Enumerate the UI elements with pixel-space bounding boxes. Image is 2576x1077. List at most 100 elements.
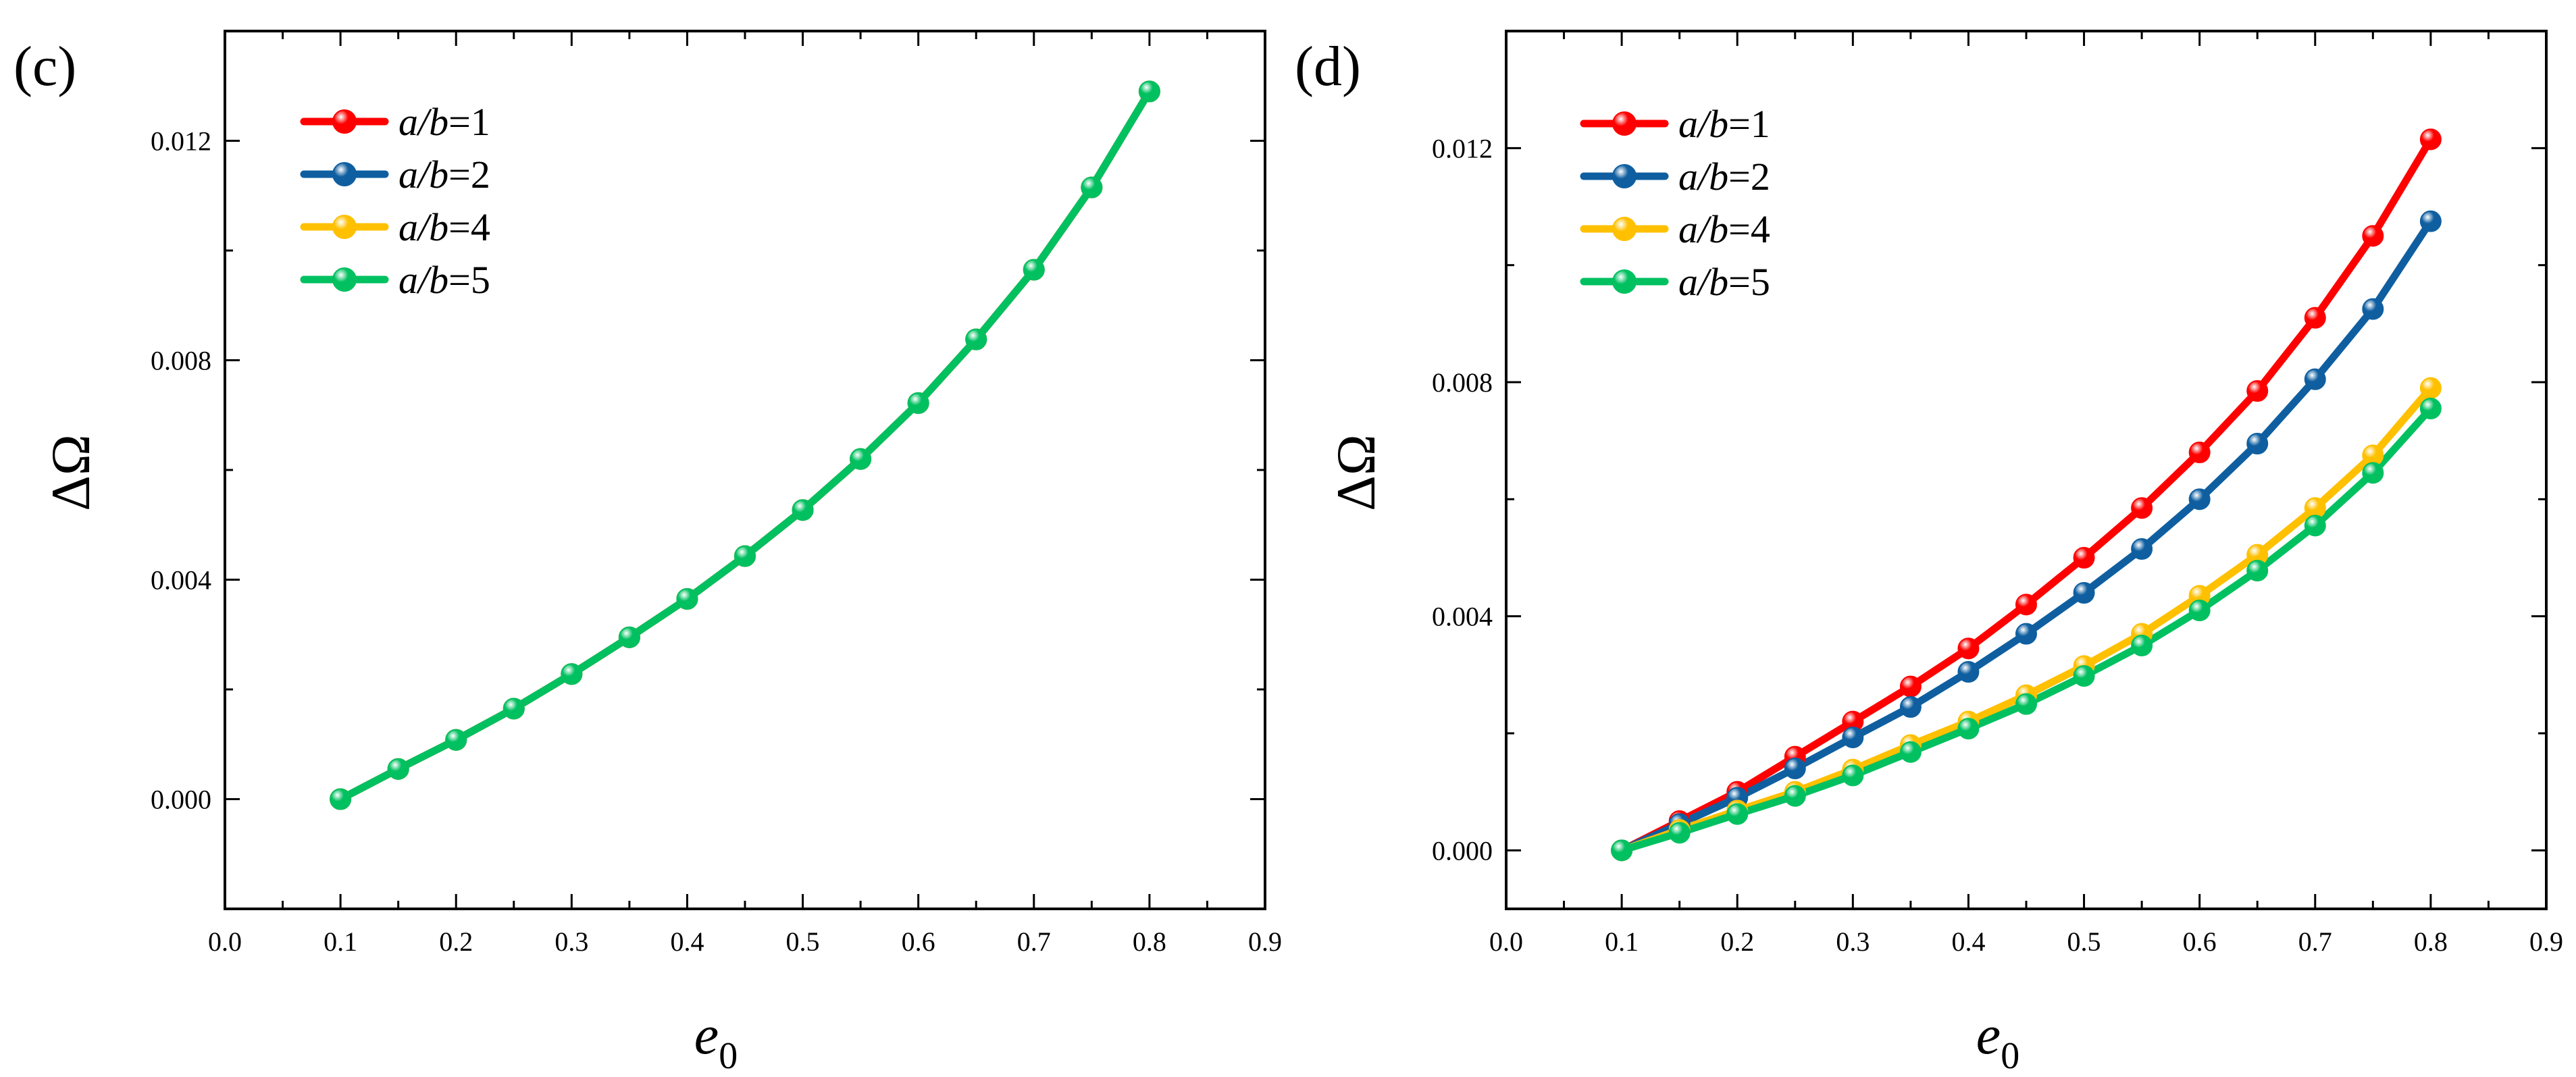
panel-label: (c): [14, 35, 76, 98]
data-point: [2419, 210, 2442, 232]
data-point: [2246, 433, 2269, 454]
x-tick-label: 0.1: [1605, 926, 1639, 957]
data-point: [561, 663, 583, 685]
series-line-a-b-5: [336, 87, 1154, 803]
y-tick-label: 0.012: [151, 126, 211, 157]
x-tick-label: 0.2: [1720, 926, 1754, 957]
data-point: [2188, 600, 2211, 621]
legend-label-suffix: =1: [1728, 102, 1770, 146]
data-point: [1611, 839, 1633, 862]
legend: a/b=1a/b=2a/b=4a/b=5: [300, 100, 490, 302]
data-point: [2131, 538, 2153, 560]
legend-label: a/b=5: [1678, 260, 1770, 304]
legend-marker: [332, 215, 357, 239]
legend-label: a/b=2: [1678, 155, 1770, 199]
data-point: [2246, 380, 2269, 402]
panel-d: (d) 0.0 0.1 0.2 0.3 0.4 0.5 0.6 0.7 0.8 0.90.0000…: [1295, 30, 2563, 1077]
data-point: [618, 626, 640, 648]
legend-label: a/b=5: [398, 258, 490, 302]
legend-label-suffix: =1: [448, 100, 490, 144]
data-point: [2015, 693, 2037, 715]
data-point: [792, 499, 814, 521]
x-tick-label: 0.7: [2298, 926, 2332, 957]
x-tick-label: 0.0: [1489, 926, 1523, 957]
data-point: [1784, 785, 1806, 807]
x-tick-label: 0.3: [1836, 926, 1870, 957]
data-point: [1668, 822, 1691, 844]
legend-label-prefix: a/b: [398, 100, 448, 144]
data-point: [1023, 259, 1045, 281]
legend-marker: [1612, 269, 1637, 294]
x-axis-title-subscript: 0: [2001, 1035, 2019, 1077]
x-axis-title-subscript: 0: [719, 1035, 738, 1077]
data-point: [850, 448, 872, 470]
legend-marker: [332, 162, 357, 186]
data-point: [2419, 398, 2442, 419]
legend-marker: [332, 109, 357, 134]
x-tick-label: 0.4: [1951, 926, 1985, 957]
x-tick-label: 0.9: [1248, 926, 1282, 957]
legend-label: a/b=2: [398, 153, 490, 196]
data-point: [1957, 661, 1980, 683]
x-axis-title: e0: [1976, 1004, 2019, 1077]
series-line-a-b-2: [336, 87, 1154, 803]
legend-label-prefix: a/b: [1678, 207, 1728, 251]
x-tick-label: 0.0: [208, 926, 242, 957]
data-point: [1957, 637, 1980, 660]
data-point: [2419, 128, 2442, 151]
data-point: [1081, 176, 1103, 199]
data-point: [1138, 80, 1160, 103]
legend-label: a/b=1: [398, 100, 490, 144]
data-point: [2304, 307, 2326, 329]
x-tick-label: 0.5: [786, 926, 820, 957]
data-point: [2188, 442, 2211, 463]
legend-label-prefix: a/b: [398, 153, 448, 196]
panel-c: (c) 0.0 0.1 0.2 0.3 0.4 0.5 0.6 0.7 0.8 0.90.0000…: [14, 30, 1282, 1077]
legend-label-prefix: a/b: [398, 258, 448, 302]
data-point: [1726, 803, 1749, 825]
data-point: [676, 587, 698, 610]
x-axis-title-main: e: [1976, 1004, 2001, 1066]
legend-label-prefix: a/b: [398, 205, 448, 249]
data-point: [907, 392, 929, 414]
legend-label-prefix: a/b: [1678, 155, 1728, 199]
legend-label-suffix: =4: [1728, 207, 1770, 251]
series-markers: [1611, 128, 2442, 862]
axis-ticks: 0.0 0.1 0.2 0.3 0.4 0.5 0.6 0.7 0.8 0.9 0.000 0.004…: [151, 30, 1282, 957]
data-point: [503, 698, 525, 720]
series-line-a-b-1: [336, 87, 1154, 803]
data-point: [1784, 758, 1806, 779]
legend-marker: [1612, 111, 1637, 136]
y-tick-label: 0.004: [1432, 602, 1493, 632]
data-point: [330, 788, 352, 810]
legend-label-suffix: =2: [1728, 155, 1770, 199]
data-point: [2131, 497, 2153, 519]
y-tick-label: 0.000: [151, 785, 211, 815]
legend-label-suffix: =2: [448, 153, 490, 196]
legend-label-prefix: a/b: [1678, 102, 1728, 146]
legend-label-suffix: =5: [448, 258, 490, 302]
y-tick-label: 0.012: [1432, 133, 1493, 163]
series-markers: [330, 80, 1160, 810]
data-point: [965, 328, 987, 350]
x-tick-label: 0.3: [555, 926, 588, 957]
series-lines: [336, 87, 1154, 803]
data-point: [2304, 368, 2326, 390]
data-point: [2419, 377, 2442, 399]
legend-label-prefix: a/b: [1678, 260, 1728, 304]
y-tick-label: 0.004: [151, 565, 211, 596]
y-axis-title: ΔΩ: [1325, 434, 1387, 511]
data-point: [1957, 718, 1980, 740]
legend-marker: [1612, 217, 1637, 241]
panel-label: (d): [1295, 35, 1361, 98]
x-tick-label: 0.1: [324, 926, 357, 957]
legend-label: a/b=4: [398, 205, 490, 249]
legend-label-suffix: =4: [448, 205, 490, 249]
legend-label: a/b=1: [1678, 102, 1770, 146]
x-tick-label: 0.5: [2067, 926, 2101, 957]
data-point: [734, 545, 756, 567]
x-tick-label: 0.7: [1017, 926, 1051, 957]
x-tick-label: 0.9: [2529, 926, 2563, 957]
data-point: [1842, 764, 1864, 787]
